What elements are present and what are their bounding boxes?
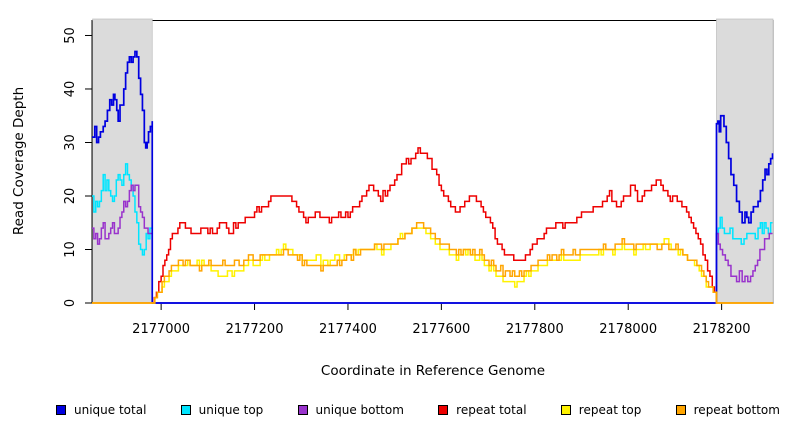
x-tick-label: 2177000	[132, 322, 190, 337]
x-axis-title: Coordinate in Reference Genome	[320, 363, 546, 379]
shaded-region	[92, 18, 153, 303]
x-tick-label: 2178000	[599, 322, 657, 337]
legend: unique total unique top unique bottom repea…	[0, 399, 792, 421]
series-repeat-total	[92, 147, 773, 304]
legend-item-unique-bottom: unique bottom	[297, 403, 404, 417]
x-tick-label: 2177200	[226, 322, 284, 337]
legend-item-unique-top: unique top	[180, 403, 264, 417]
legend-swatch-icon	[560, 405, 571, 415]
legend-label: repeat bottom	[693, 403, 780, 417]
legend-item-repeat-bottom: repeat bottom	[675, 403, 780, 417]
x-tick-label: 2177800	[506, 322, 564, 337]
legend-label: repeat total	[456, 403, 527, 417]
legend-swatch-icon	[438, 405, 449, 415]
legend-label: unique total	[74, 403, 147, 417]
x-tick-label: 2177400	[319, 322, 377, 337]
y-axis-title: Read Coverage Depth	[11, 86, 27, 236]
legend-label: repeat top	[578, 403, 642, 417]
y-tick-label: 30	[63, 134, 78, 151]
x-tick-label: 2177600	[412, 322, 470, 337]
legend-label: unique top	[198, 403, 264, 417]
y-tick-label: 40	[63, 81, 78, 98]
legend-swatch-icon	[297, 405, 308, 415]
y-tick-label: 50	[63, 27, 78, 44]
series-repeat-bottom	[92, 221, 773, 304]
x-tick-label: 2178200	[693, 322, 751, 337]
y-tick-label: 20	[63, 188, 78, 205]
series-repeat-top	[92, 227, 773, 304]
y-tick-label: 0	[63, 299, 78, 307]
legend-swatch-icon	[180, 405, 191, 415]
legend-label: unique bottom	[315, 403, 404, 417]
y-tick-label: 10	[63, 241, 78, 258]
legend-item-repeat-top: repeat top	[560, 403, 642, 417]
series-unique-total	[92, 50, 774, 304]
legend-item-unique-total: unique total	[56, 403, 146, 417]
legend-item-repeat-total: repeat total	[438, 403, 527, 417]
legend-swatch-icon	[56, 405, 66, 415]
legend-swatch-icon	[675, 405, 686, 415]
